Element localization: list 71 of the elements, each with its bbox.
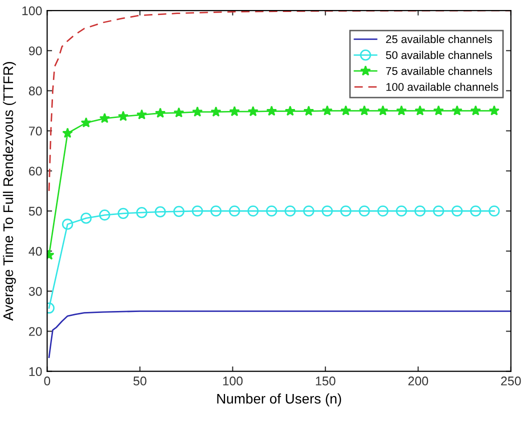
- y-axis-title: Average Time To Full Rendezvous (TTFR): [2, 62, 16, 321]
- point: [80, 212, 92, 224]
- point: [99, 112, 110, 124]
- point: [136, 207, 148, 218]
- legend-label: 25 available channels: [386, 34, 492, 44]
- point: [396, 105, 407, 116]
- x-axis-title: Number of Users (n): [217, 393, 342, 406]
- point: [322, 205, 333, 217]
- point: [470, 105, 481, 116]
- line-series: [48, 310, 511, 358]
- point: [433, 105, 444, 116]
- y-tick-label: 30: [28, 286, 42, 296]
- legend-label: 75 available channels: [386, 66, 492, 75]
- point: [414, 105, 426, 116]
- x-tick-label: 50: [133, 376, 146, 386]
- point: [136, 109, 148, 120]
- y-tick-label: 50: [28, 206, 42, 216]
- point: [303, 205, 314, 217]
- point: [284, 205, 296, 217]
- point: [229, 106, 240, 116]
- y-tick-label: 80: [28, 86, 42, 96]
- y-tick-label: 100: [22, 6, 42, 16]
- point: [359, 105, 370, 116]
- x-tick-label: 0: [44, 376, 50, 386]
- x-tick-label: 150: [316, 376, 336, 386]
- point: [80, 117, 92, 128]
- point: [284, 106, 296, 116]
- point: [266, 106, 277, 116]
- point: [210, 205, 222, 217]
- point: [174, 107, 184, 118]
- point: [266, 205, 278, 217]
- point: [228, 205, 240, 217]
- y-tick-label: 90: [28, 46, 42, 56]
- y-tick-label: 10: [29, 367, 42, 376]
- point: [62, 218, 74, 230]
- point: [173, 206, 184, 217]
- legend-label: 100 available channels: [386, 82, 498, 91]
- point: [378, 105, 388, 116]
- x-tick-label: 250: [501, 376, 521, 386]
- y-tick-label: 40: [28, 246, 42, 256]
- point: [322, 105, 333, 116]
- point: [303, 106, 314, 116]
- point: [396, 205, 408, 217]
- point: [210, 106, 222, 117]
- y-tick-label: 70: [29, 126, 42, 136]
- point: [118, 208, 129, 219]
- point: [433, 205, 444, 217]
- point: [118, 110, 129, 122]
- point: [452, 105, 462, 116]
- point: [340, 105, 352, 116]
- x-tick-label: 100: [223, 376, 243, 386]
- point: [470, 205, 482, 217]
- point: [414, 205, 426, 217]
- point: [377, 205, 388, 217]
- y-tick-label: 60: [29, 166, 42, 176]
- x-tick-label: 200: [408, 376, 428, 386]
- point: [99, 209, 110, 221]
- point: [488, 105, 500, 116]
- point: [340, 205, 352, 217]
- point: [192, 205, 203, 217]
- point: [358, 205, 370, 217]
- point: [452, 205, 463, 217]
- point: [62, 128, 73, 138]
- y-tick-label: 20: [29, 327, 42, 336]
- point: [248, 205, 259, 217]
- point: [154, 108, 166, 118]
- point: [248, 106, 258, 116]
- point: [154, 206, 166, 218]
- point: [192, 106, 203, 117]
- legend-label: 50 available channels: [386, 50, 492, 60]
- point: [488, 205, 500, 217]
